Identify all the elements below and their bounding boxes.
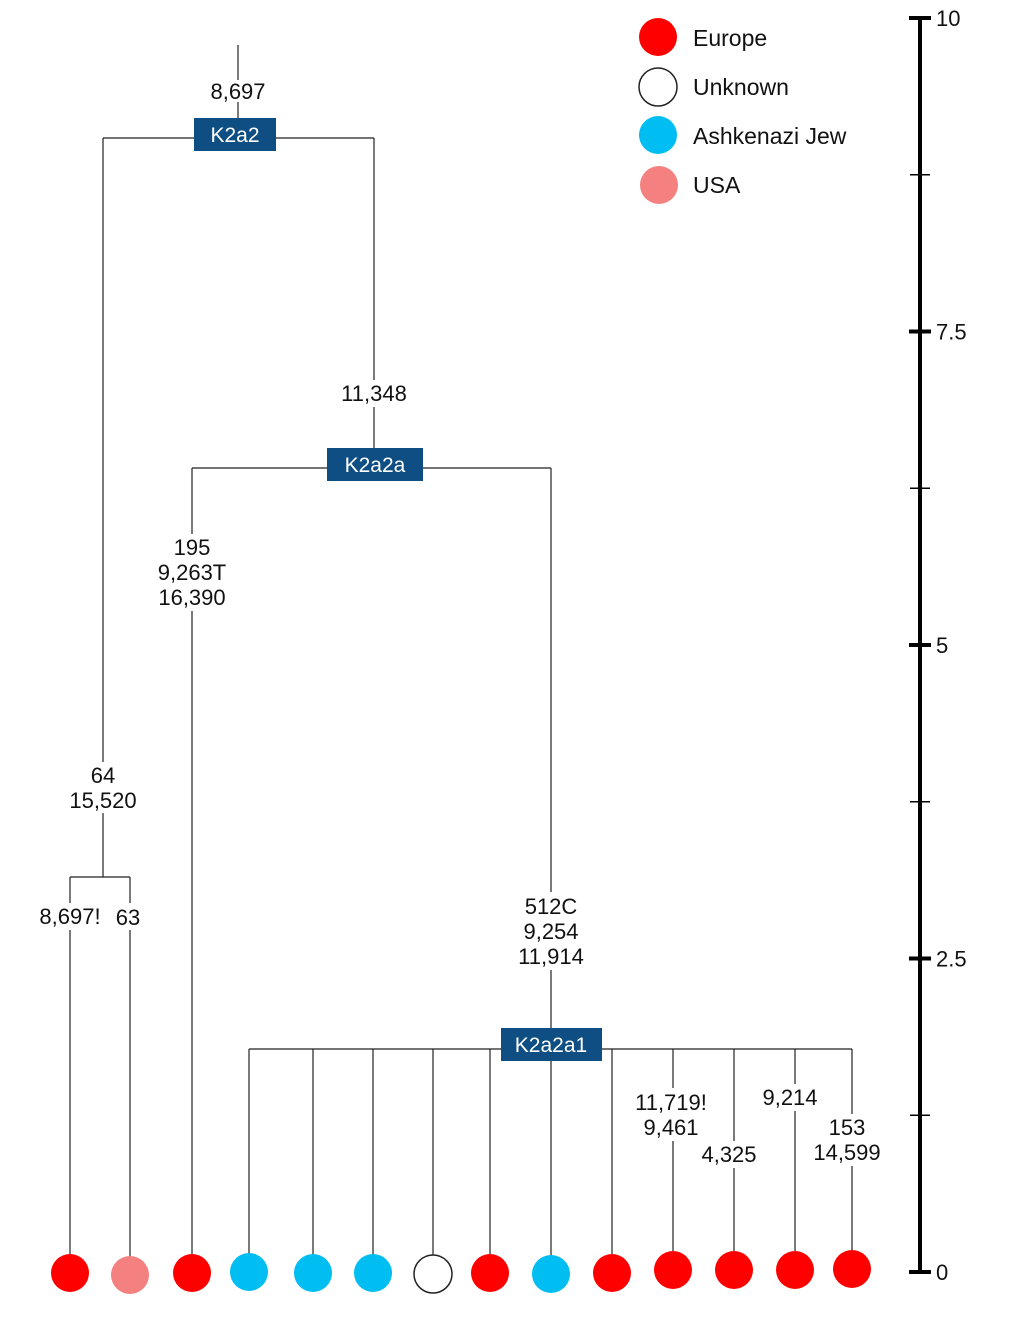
legend-swatch-usa	[640, 166, 678, 204]
tree-edges	[69, 45, 853, 1258]
mutation-k2a2a-left-3: 16,390	[158, 585, 225, 610]
legend-swatch-unknown	[638, 67, 678, 107]
leaf-node-ashkenazi-jew	[532, 1255, 570, 1293]
leaf-node-ashkenazi-jew	[354, 1254, 392, 1292]
legend-label-ashkenazi-jew: Ashkenazi Jew	[693, 123, 847, 149]
mutation-left-pair-a: 8,697!	[39, 904, 100, 929]
mutation-k2a2a-left-1: 195	[174, 535, 211, 560]
mutation-k2a2a-left-2: 9,263T	[158, 560, 227, 585]
legend: Europe Unknown Ashkenazi Jew USA	[638, 18, 847, 204]
haplogroup-k2a2-label: K2a2	[210, 124, 259, 147]
scale-bar: 0 2.5 5 7.5 10	[909, 6, 967, 1285]
mutation-root: 8,697	[210, 79, 265, 104]
mutation-k2a2a1-stem-3: 11,914	[518, 944, 584, 969]
mutation-leaf10-1: 11,719!	[635, 1090, 707, 1115]
leaf-node-europe	[776, 1251, 814, 1289]
legend-item-europe: Europe	[639, 18, 767, 56]
mutation-k2a2-left-1: 64	[91, 763, 115, 788]
leaf-node-unknown	[413, 1254, 453, 1294]
mutation-leaf13-1: 153	[829, 1115, 866, 1140]
legend-item-ashkenazi-jew: Ashkenazi Jew	[639, 116, 847, 154]
leaf-node-europe	[471, 1254, 509, 1292]
leaf-node-usa	[111, 1256, 149, 1294]
haplogroup-k2a2-box: K2a2	[194, 118, 276, 151]
scale-tick-label: 7.5	[936, 320, 967, 345]
mutation-k2a2a1-stem-1: 512C	[525, 894, 578, 919]
mutation-leaf12: 9,214	[762, 1085, 817, 1110]
legend-item-unknown: Unknown	[638, 67, 789, 107]
mutation-left-pair-b: 63	[116, 905, 140, 930]
haplogroup-k2a2a-box: K2a2a	[327, 448, 423, 481]
mutation-k2a2-left-2: 15,520	[69, 788, 136, 813]
legend-swatch-ashkenazi-jew	[639, 116, 677, 154]
mutation-leaf13-2: 14,599	[813, 1140, 880, 1165]
legend-label-usa: USA	[693, 172, 741, 198]
haplogroup-k2a2a1-label: K2a2a1	[515, 1034, 587, 1057]
mutation-leaf11: 4,325	[701, 1142, 756, 1167]
haplogroup-k2a2a-label: K2a2a	[345, 454, 406, 477]
leaf-nodes	[51, 1250, 871, 1294]
mutation-labels: 8,697 64 15,520 8,697! 63 11,348 195 9,2…	[39, 79, 880, 1167]
scale-tick-label: 0	[936, 1260, 948, 1285]
leaf-node-ashkenazi-jew	[294, 1254, 332, 1292]
leaf-node-europe	[654, 1251, 692, 1289]
mutation-leaf10-2: 9,461	[643, 1115, 698, 1140]
leaf-node-europe	[833, 1250, 871, 1288]
legend-swatch-europe	[639, 18, 677, 56]
leaf-node-europe	[593, 1254, 631, 1292]
mutation-k2a2a-stem: 11,348	[341, 381, 407, 406]
leaf-node-europe	[173, 1254, 211, 1292]
leaf-node-europe	[715, 1251, 753, 1289]
leaf-node-ashkenazi-jew	[230, 1253, 268, 1291]
scale-tick-label: 10	[936, 6, 960, 31]
legend-label-unknown: Unknown	[693, 74, 789, 100]
mutation-k2a2a1-stem-2: 9,254	[523, 919, 578, 944]
legend-label-europe: Europe	[693, 25, 767, 51]
legend-item-usa: USA	[640, 166, 741, 204]
scale-tick-label: 2.5	[936, 947, 967, 972]
haplogroup-k2a2a1-box: K2a2a1	[501, 1028, 602, 1061]
leaf-node-europe	[51, 1254, 89, 1292]
scale-tick-label: 5	[936, 633, 948, 658]
